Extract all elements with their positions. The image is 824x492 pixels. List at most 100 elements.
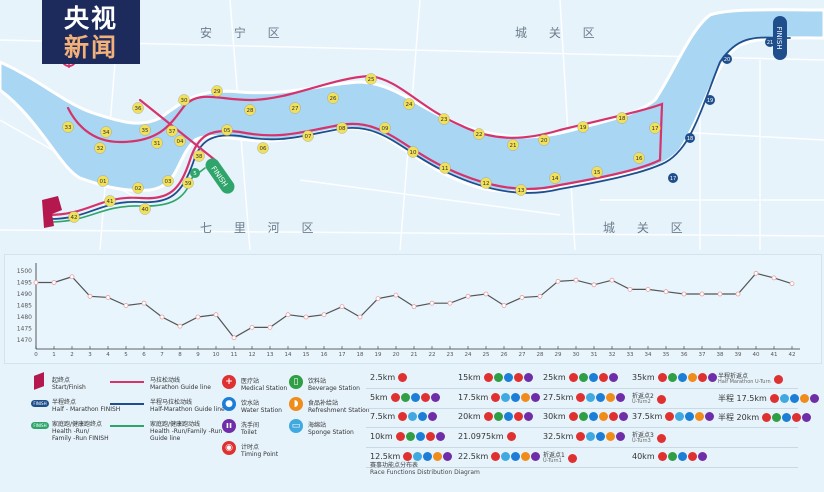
water-icon [685, 412, 695, 421]
svg-text:25: 25 [368, 77, 375, 83]
medical-icon [483, 412, 493, 421]
elevation-point [375, 296, 381, 301]
medical-icon [491, 452, 501, 461]
sponge-icon [675, 412, 685, 421]
x-tick-label: 8 [178, 352, 182, 358]
svg-text:24: 24 [406, 102, 413, 108]
timing-icon [687, 452, 697, 461]
svg-text:15: 15 [594, 170, 601, 176]
x-tick-label: 39 [735, 352, 742, 358]
elevation-point [537, 293, 543, 299]
beverage-icon [400, 393, 410, 402]
km-marker: 16 [633, 152, 645, 164]
km-marker: 40 [139, 203, 151, 215]
elevation-point [159, 314, 165, 320]
x-tick-label: 2 [70, 352, 74, 358]
x-tick-label: 24 [465, 352, 472, 358]
km-label: 折返点2 U-Turn2 [632, 393, 654, 405]
y-tick-label: 1490 [17, 291, 32, 298]
sponge-icon: ▭ [289, 419, 303, 433]
medical-icon [390, 393, 400, 402]
cctv-news-logo: 央视 新闻 [42, 0, 140, 64]
svg-text:18: 18 [687, 136, 693, 142]
elevation-point [609, 277, 615, 283]
elevation-point [483, 291, 489, 297]
legend-toilet: 洗手间 Toilet [241, 422, 260, 436]
svg-text:31: 31 [154, 141, 161, 147]
half-km-marker: 21 [765, 37, 775, 47]
refreshment-icon [606, 393, 616, 402]
km-marker: 09 [379, 122, 391, 134]
function-cell: 21.0975km [458, 432, 517, 441]
medical-icon [665, 412, 675, 421]
medical-icon [483, 373, 493, 382]
medical-icon: + [222, 375, 236, 389]
x-tick-label: 15 [303, 352, 310, 358]
km-marker: 05 [221, 124, 233, 136]
function-cell: 40km [632, 452, 708, 461]
elevation-point [465, 293, 471, 299]
svg-text:04: 04 [177, 139, 184, 145]
beverage-icon: ▯ [289, 375, 303, 389]
district-label: 安 宁 区 [200, 26, 289, 40]
timing-icon [598, 373, 608, 382]
elevation-point [519, 295, 525, 300]
svg-text:12: 12 [483, 181, 490, 187]
half-km-marker: 19 [705, 95, 715, 105]
refreshment-icon [598, 412, 608, 421]
elevation-point [627, 287, 633, 292]
elevation-point [267, 324, 273, 330]
district-label: 七 里 河 区 [200, 221, 323, 235]
refreshment-icon [799, 394, 809, 403]
legend-medical: 医疗站 Medical Station [241, 378, 288, 392]
medical-icon [576, 432, 586, 441]
sponge-icon [408, 412, 418, 421]
km-marker: 14 [549, 172, 561, 184]
x-tick-label: 22 [429, 352, 436, 358]
elevation-point [69, 274, 75, 280]
svg-text:27: 27 [292, 106, 299, 112]
km-label: 21.0975km [458, 432, 504, 441]
svg-text:32: 32 [97, 146, 104, 152]
beverage-icon [405, 432, 415, 441]
km-label: 半程 17.5km [718, 394, 767, 403]
health-finish-badge: FINISH [31, 422, 49, 429]
km-marker: 36 [132, 102, 144, 114]
timing-icon [608, 412, 618, 421]
timing-icon [773, 374, 783, 384]
elevation-point [645, 287, 651, 292]
function-cell: 17.5km [458, 393, 541, 402]
water-icon [511, 452, 521, 461]
svg-text:18: 18 [619, 116, 626, 122]
km-marker: 21 [507, 139, 519, 151]
function-cell: 27.5km [543, 393, 626, 402]
elevation-point [177, 323, 183, 329]
district-label: 城 关 区 [603, 221, 692, 235]
function-cell: 7.5km [370, 412, 438, 421]
x-tick-label: 27 [519, 352, 526, 358]
km-marker: 03 [162, 175, 174, 187]
svg-text:06: 06 [260, 146, 267, 152]
district-label: 城 关 区 [515, 26, 604, 40]
half-finish-badge: FINISH [773, 16, 787, 60]
medical-icon [403, 452, 413, 461]
svg-text:42: 42 [71, 215, 78, 221]
y-tick-label: 1470 [17, 337, 32, 344]
elevation-point [195, 314, 201, 320]
x-tick-label: 17 [339, 352, 346, 358]
function-cell: 折返点3 U-Turn3 [632, 432, 667, 444]
health-km-marker: 5 [190, 168, 200, 178]
svg-text:39: 39 [185, 181, 192, 187]
svg-text:08: 08 [339, 126, 346, 132]
km-label: 折返点1 U-Turn1 [543, 452, 565, 464]
toilet-icon [435, 432, 445, 441]
function-cell: 35km [632, 373, 718, 382]
function-cell: 折返点2 U-Turn2 [632, 393, 667, 405]
half-km-marker: 20 [722, 54, 732, 64]
refreshment-icon [695, 412, 705, 421]
x-tick-label: 40 [753, 352, 760, 358]
legend-marathon-line: 马拉松动线 Marathon Guide line [150, 377, 211, 391]
km-marker: 20 [538, 134, 550, 146]
elevation-point [33, 280, 39, 285]
elevation-point [663, 289, 669, 295]
